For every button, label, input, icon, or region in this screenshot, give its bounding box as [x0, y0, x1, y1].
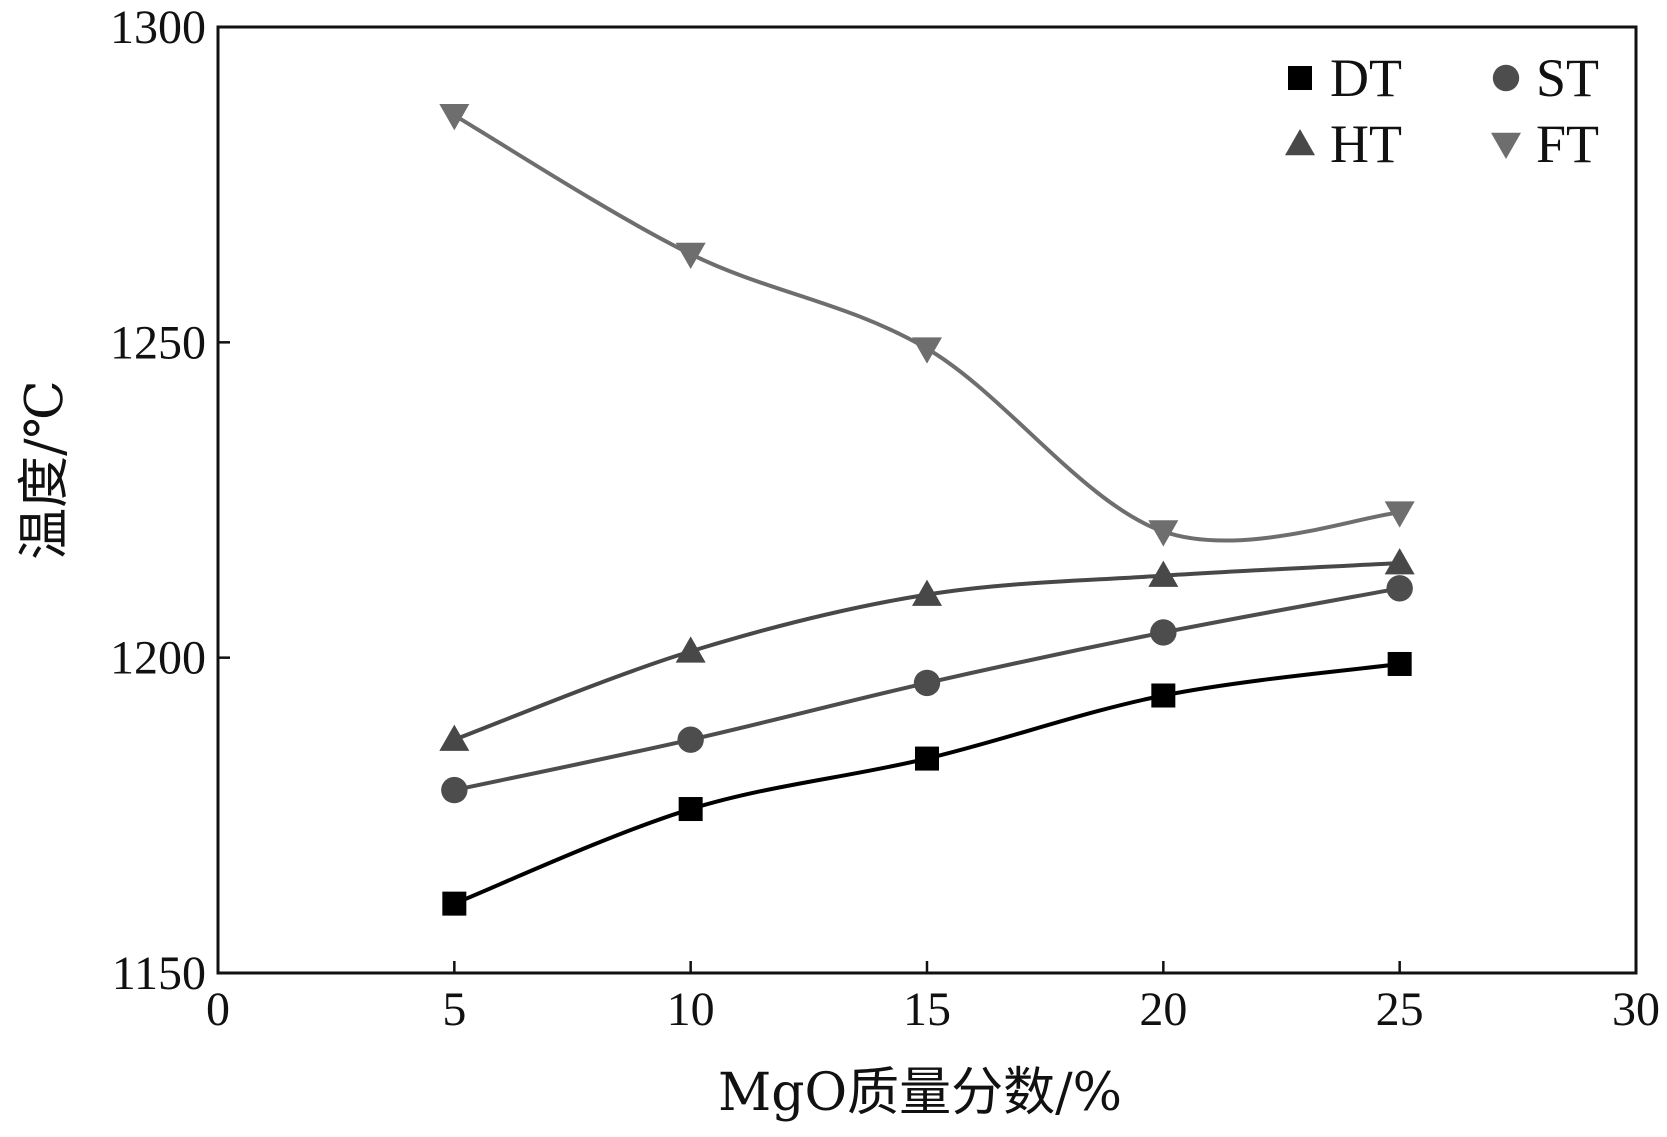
legend-label: FT	[1536, 114, 1599, 174]
series-line	[453, 661, 1400, 906]
x-tick-label: 30	[1612, 983, 1660, 1036]
x-tick-label: 10	[667, 983, 715, 1036]
y-tick-label: 1300	[110, 1, 206, 54]
plot-frame	[216, 25, 1638, 975]
data-point	[1387, 651, 1412, 676]
series-dt	[442, 651, 1412, 916]
plot-area	[216, 25, 1638, 975]
x-tick-label: 15	[903, 983, 951, 1036]
data-point	[439, 724, 470, 751]
data-point	[913, 669, 941, 697]
data-point	[678, 797, 703, 822]
series-ht	[439, 548, 1415, 751]
data-point	[1151, 683, 1176, 708]
y-tick-label: 1150	[112, 947, 206, 1000]
data-point	[442, 891, 467, 916]
data-point	[441, 776, 468, 804]
series-st	[441, 575, 1413, 804]
legend-marker	[1491, 132, 1521, 159]
data-point	[1148, 520, 1179, 547]
legend-marker	[1288, 66, 1312, 90]
legend-marker	[1285, 129, 1315, 156]
x-tick-label: 0	[206, 983, 230, 1036]
data-point	[675, 242, 706, 270]
legend-marker	[1492, 64, 1520, 92]
x-tick-label: 25	[1376, 983, 1424, 1036]
y-tick-label: 1200	[110, 632, 206, 685]
data-point	[439, 104, 470, 131]
data-point	[1148, 560, 1179, 587]
data-point	[675, 636, 706, 663]
series-line	[453, 113, 1400, 543]
legend: DT ST HT FT	[1285, 48, 1599, 174]
data-point	[1150, 619, 1177, 646]
data-point	[677, 726, 704, 753]
series-layer	[439, 104, 1415, 916]
data-point	[1384, 548, 1415, 575]
data-point	[912, 337, 942, 364]
data-point	[912, 579, 942, 606]
legend-label: HT	[1330, 114, 1402, 174]
x-tick-label: 5	[442, 983, 466, 1036]
legend-label: DT	[1330, 48, 1402, 108]
y-tick-label: 1250	[110, 316, 206, 369]
series-ft	[439, 104, 1415, 547]
legend-item-ht: HT	[1285, 114, 1402, 174]
x-axis-label: MgO质量分数/%	[718, 1063, 1122, 1123]
legend-item-ft: FT	[1491, 114, 1599, 174]
legend-item-dt: DT	[1288, 48, 1402, 108]
legend-label: ST	[1536, 48, 1599, 108]
axes-layer: 0 5 10 15 20 25 30 1150 1200 1250 1300	[110, 1, 1660, 1036]
legend-item-st: ST	[1492, 48, 1599, 108]
data-point	[1386, 575, 1413, 602]
data-point	[1384, 501, 1415, 528]
data-point	[915, 746, 939, 771]
x-tick-label: 20	[1139, 983, 1187, 1036]
y-axis-label: 温度/℃	[15, 380, 75, 560]
